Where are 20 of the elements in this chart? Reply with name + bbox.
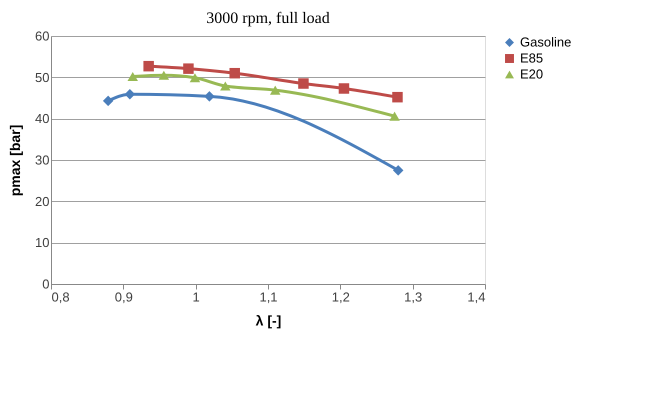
y-axis-title: pmax [bar] [7, 124, 24, 196]
x-tick-label: 1,3 [404, 290, 422, 304]
x-tick-label: 1,1 [259, 290, 278, 304]
y-tick-label: 0 [42, 276, 50, 292]
y-tick-label: 60 [35, 28, 50, 44]
x-tick-label: 1,2 [332, 290, 350, 304]
x-tick-label: 0,8 [52, 290, 70, 304]
x-axis-title: λ [-] [256, 312, 282, 328]
y-tick-label: 50 [35, 70, 50, 85]
legend-label: E20 [520, 66, 544, 82]
x-tick-label: 0,9 [114, 290, 133, 304]
y-tick-label: 10 [35, 235, 50, 250]
chart-title: 3000 rpm, full load [206, 10, 330, 27]
legend-label: E85 [520, 50, 544, 66]
x-tick-label: 1 [192, 290, 200, 304]
x-tick-label: 1,4 [467, 290, 486, 304]
y-tick-label: 40 [35, 111, 50, 126]
legend-label: Gasoline [520, 34, 572, 50]
y-tick-label: 20 [35, 194, 50, 209]
y-tick-label: 30 [35, 152, 50, 168]
